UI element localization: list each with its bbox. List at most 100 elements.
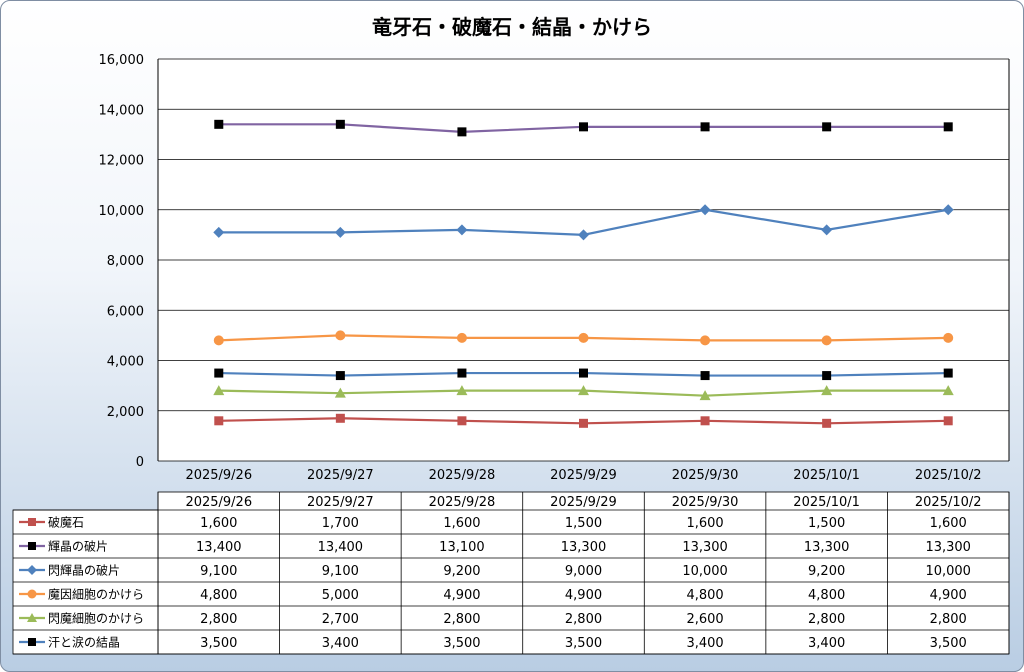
table-cell: 2,700 xyxy=(322,612,359,627)
y-tick-label: 2,000 xyxy=(107,405,144,420)
x-tick-label: 2025/10/1 xyxy=(793,468,860,483)
data-point xyxy=(457,416,467,426)
data-point xyxy=(700,335,711,346)
table-cell: 13,300 xyxy=(682,540,728,555)
table-header-cell: 2025/9/27 xyxy=(307,495,374,510)
table-cell: 2,800 xyxy=(565,612,602,627)
table-cell: 1,500 xyxy=(808,516,845,531)
data-point xyxy=(821,385,833,396)
data-point xyxy=(578,332,589,343)
table-cell: 13,100 xyxy=(439,540,485,555)
data-point xyxy=(456,224,468,236)
data-point xyxy=(457,127,467,137)
data-point xyxy=(213,226,225,238)
data-point xyxy=(214,368,224,378)
table-header-cell: 2025/9/29 xyxy=(550,495,617,510)
series-1 xyxy=(214,413,953,428)
table-header-cell: 2025/10/2 xyxy=(915,495,982,510)
data-point xyxy=(579,418,588,428)
table-cell: 10,000 xyxy=(925,564,971,579)
data-point xyxy=(335,413,345,423)
table-cell: 3,400 xyxy=(322,636,359,651)
y-tick-label: 8,000 xyxy=(107,254,144,269)
data-point xyxy=(700,122,710,132)
data-point xyxy=(334,226,346,238)
legend-key-marker xyxy=(27,589,37,599)
data-point xyxy=(822,418,832,428)
data-point xyxy=(213,335,224,346)
table-cell: 2,800 xyxy=(808,612,845,627)
table-cell: 9,200 xyxy=(808,564,845,579)
table-cell: 4,900 xyxy=(443,588,480,603)
legend-key-marker xyxy=(27,613,37,622)
table-header-cell: 2025/9/30 xyxy=(672,495,739,510)
x-tick-label: 2025/10/2 xyxy=(915,468,982,483)
data-point xyxy=(943,416,953,426)
data-point xyxy=(943,368,953,378)
table-cell: 13,400 xyxy=(318,540,364,555)
legend-label: 閃輝晶の破片 xyxy=(48,563,120,578)
y-tick-label: 14,000 xyxy=(99,103,145,118)
table-cell: 1,500 xyxy=(565,516,602,531)
data-point xyxy=(456,385,468,396)
data-point xyxy=(700,416,710,426)
gridlines xyxy=(158,58,1009,462)
table-cell: 9,100 xyxy=(200,564,237,579)
table-header-cell: 2025/9/28 xyxy=(429,495,496,510)
table-cell: 1,600 xyxy=(443,516,480,531)
table-cell: 2,600 xyxy=(686,612,723,627)
table-cell: 10,000 xyxy=(682,564,728,579)
table-cell: 3,500 xyxy=(930,636,967,651)
table-cell: 1,600 xyxy=(686,516,723,531)
table-cell: 4,800 xyxy=(686,588,723,603)
data-point xyxy=(700,371,710,381)
table-cell: 2,800 xyxy=(200,612,237,627)
data-point xyxy=(943,332,954,343)
table-cell: 3,500 xyxy=(443,636,480,651)
table-header-cell: 2025/10/1 xyxy=(793,495,860,510)
data-point xyxy=(213,385,225,396)
data-point xyxy=(821,224,833,236)
legend-label: 破魔石 xyxy=(48,515,84,530)
data-point xyxy=(456,332,467,343)
series-layer xyxy=(213,119,954,428)
data-point xyxy=(214,119,224,129)
table-cell: 3,400 xyxy=(808,636,845,651)
data-point xyxy=(942,204,954,216)
chart-title: 竜牙石・破魔石・結晶・かけら xyxy=(372,15,652,39)
legend-key-marker xyxy=(28,518,36,526)
data-point xyxy=(822,122,832,132)
x-tick-label: 2025/9/30 xyxy=(672,468,739,483)
y-tick-label: 6,000 xyxy=(107,304,144,319)
y-tick-label: 10,000 xyxy=(99,204,145,219)
table-cell: 1,700 xyxy=(322,516,359,531)
data-point xyxy=(943,122,953,132)
series-5 xyxy=(213,385,954,401)
table-cell: 1,600 xyxy=(200,516,237,531)
table-cell: 2,800 xyxy=(930,612,967,627)
data-point xyxy=(335,371,345,381)
table-cell: 13,300 xyxy=(804,540,850,555)
table-cell: 4,800 xyxy=(808,588,845,603)
table-cell: 13,400 xyxy=(196,540,242,555)
axes: 0 2,000 4,000 6,000 8,000 10,000 12,000 14,000 1… xyxy=(99,53,1010,483)
data-point xyxy=(942,385,954,396)
series-6 xyxy=(214,368,953,381)
table-cell: 9,000 xyxy=(565,564,602,579)
y-tick-label: 0 xyxy=(136,455,144,470)
y-tick-label: 16,000 xyxy=(99,53,145,68)
legend-label: 閃魔細胞のかけら xyxy=(48,611,144,626)
legend-key-marker xyxy=(28,542,36,550)
table-cell: 3,400 xyxy=(686,636,723,651)
series-2 xyxy=(214,119,953,137)
data-point xyxy=(334,387,346,398)
data-point xyxy=(579,368,588,378)
table-cell: 3,500 xyxy=(200,636,237,651)
table-cell: 13,300 xyxy=(561,540,607,555)
x-tick-label: 2025/9/26 xyxy=(185,468,252,483)
data-point xyxy=(457,368,467,378)
legend-key-marker xyxy=(27,565,37,575)
data-point xyxy=(822,371,832,381)
